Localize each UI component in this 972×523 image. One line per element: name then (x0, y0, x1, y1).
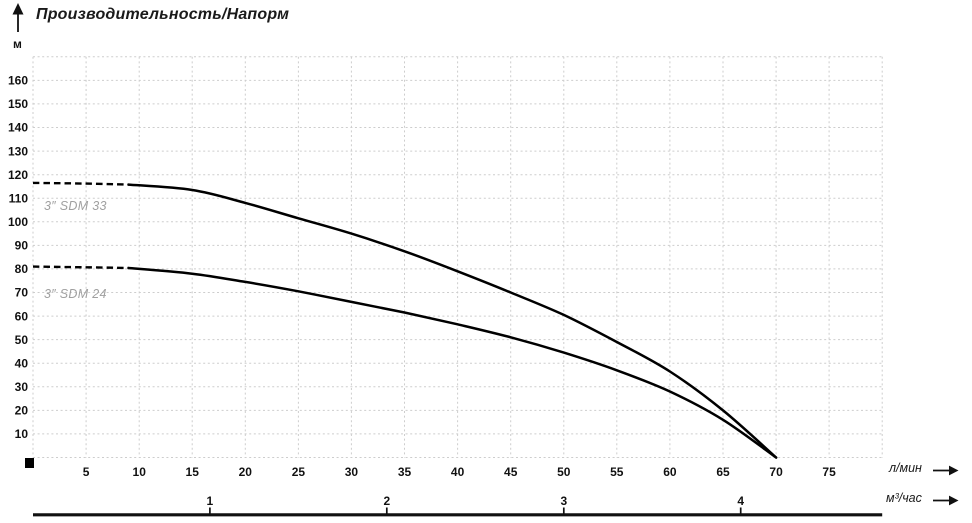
y-axis-up-arrow-icon (12, 3, 24, 32)
x-axis-m3h-tick-label: 1 (207, 494, 214, 508)
y-axis-tick-label: 50 (15, 333, 29, 347)
series-label-sdm24: 3″ SDM 24 (44, 287, 107, 301)
y-axis-tick-label: 20 (15, 404, 29, 418)
x-axis-lmin-tick-label: 40 (451, 465, 465, 479)
x-axis-lmin-tick-label: 10 (133, 465, 147, 479)
y-axis-tick-label: 120 (8, 168, 28, 182)
x-axis-lmin-tick-label: 60 (663, 465, 677, 479)
x-axis-m3h-tick-label: 4 (737, 494, 744, 508)
x-axis-m3h-tick-label: 3 (560, 494, 567, 508)
x-axis-lmin-label: л/мин (889, 461, 922, 475)
y-axis-tick-label: 130 (8, 144, 28, 158)
x-axis-lmin-tick-label: 35 (398, 465, 412, 479)
series-label-sdm33: 3″ SDM 33 (44, 199, 107, 213)
x-axis-lmin-tick-label: 25 (292, 465, 306, 479)
y-axis-tick-label: 70 (15, 286, 29, 300)
x-axis-lmin-tick-label: 45 (504, 465, 518, 479)
y-axis-tick-label: 90 (15, 239, 29, 253)
x-axis-lmin-tick-label: 30 (345, 465, 359, 479)
x-axis-m3h-arrow-icon (933, 495, 959, 506)
chart-title: Производительность/Напорм (36, 6, 290, 23)
x-axis-m3h-tick-label: 2 (383, 494, 390, 508)
x-axis-lmin-arrow-icon (933, 465, 959, 476)
x-axis-lmin-tick-label: 50 (557, 465, 571, 479)
y-axis-tick-label: 160 (8, 74, 28, 88)
y-axis-tick-label: 40 (15, 356, 29, 370)
y-axis-tick-label: 30 (15, 380, 29, 394)
grid-lines (32, 56, 883, 458)
y-axis-tick-label: 10 (15, 427, 29, 441)
y-axis-tick-label: 110 (9, 191, 29, 205)
y-axis-tick-label: 80 (15, 262, 29, 276)
x-axis-m3h-label: м³/час (886, 491, 922, 505)
y-axis-unit-label: м (13, 37, 22, 51)
x-axis-lmin-tick-label: 65 (716, 465, 730, 479)
pump-curve-dashed-0 (32, 181, 129, 186)
pump-curve-solid-1 (127, 266, 778, 459)
origin-marker-square (25, 458, 34, 468)
x-axis-lmin-tick-label: 15 (186, 465, 200, 479)
x-axis-lmin-tick-label: 5 (83, 465, 90, 479)
x-axis-lmin-tick-label: 70 (769, 465, 783, 479)
y-axis-tick-label: 60 (15, 309, 29, 323)
pump-curve-solid-0 (127, 183, 778, 459)
y-axis-tick-label: 140 (8, 121, 28, 135)
y-axis-tick-label: 100 (8, 215, 28, 229)
x-axis-lmin-tick-label: 75 (822, 465, 836, 479)
x-axis-lmin-tick-label: 20 (239, 465, 253, 479)
x-axis-lmin-tick-label: 55 (610, 465, 624, 479)
y-axis-tick-label: 150 (8, 97, 28, 111)
pump-curve-dashed-1 (32, 265, 129, 270)
